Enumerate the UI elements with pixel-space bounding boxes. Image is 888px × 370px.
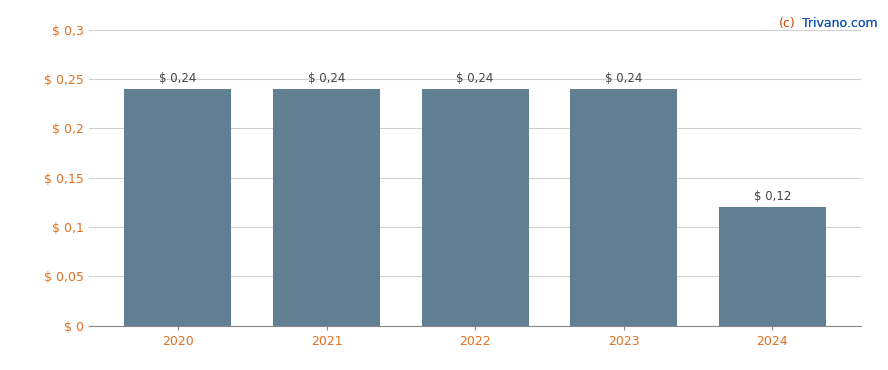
Text: (c): (c) [779,17,796,30]
Bar [273,89,380,326]
Bar [718,207,826,326]
Bar [570,89,678,326]
Text: $ 0,24: $ 0,24 [308,72,345,85]
Text: $ 0,24: $ 0,24 [456,72,494,85]
Bar [124,89,232,326]
Text: Trivano.com: Trivano.com [797,17,877,30]
Text: $ 0,24: $ 0,24 [159,72,196,85]
Text: $ 0,12: $ 0,12 [754,190,791,203]
Bar [422,89,528,326]
Text: $ 0,24: $ 0,24 [605,72,642,85]
Text: Trivano.com: Trivano.com [797,17,877,30]
